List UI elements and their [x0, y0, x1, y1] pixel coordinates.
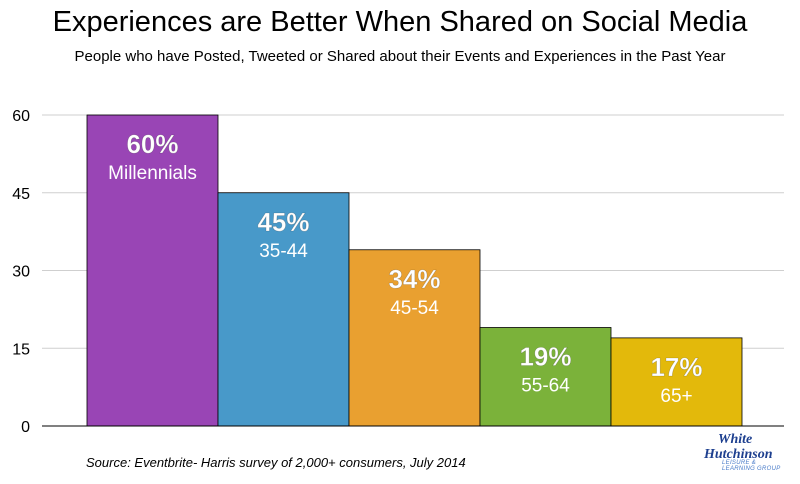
bar-45-54	[348, 249, 481, 427]
bar-category-label: 65+	[660, 386, 692, 407]
bars	[86, 114, 743, 427]
bar-value-label: 34%	[388, 264, 440, 294]
bar-Millennials	[86, 114, 219, 427]
logo-line-2: Hutchinson	[704, 447, 773, 462]
bar-55-64	[479, 327, 612, 427]
bar-category-label: 35-44	[259, 241, 308, 262]
bar-value-label: 19%	[519, 342, 571, 372]
logo-line-1: White	[718, 432, 753, 447]
chart-subtitle: People who have Posted, Tweeted or Share…	[74, 48, 726, 65]
bar-category-label: 45-54	[390, 298, 439, 319]
y-tick-label: 30	[12, 264, 30, 281]
bar-labels: 60% Millennials 45% 35-44 34% 45-54 19% 55-64 17…	[108, 129, 703, 407]
bar-value-label: 45%	[257, 207, 309, 237]
y-axis-ticks: 0 15 30 45 60	[12, 108, 30, 436]
bar-value-label: 60%	[126, 129, 178, 159]
y-tick-label: 15	[12, 341, 30, 358]
company-logo: White Hutchinson LEISURE & LEARNING GROU…	[704, 432, 790, 476]
bar-category-label: Millennials	[108, 163, 197, 184]
source-note: Source: Eventbrite- Harris survey of 2,0…	[86, 455, 466, 470]
y-tick-label: 45	[12, 186, 30, 203]
logo-line-3: LEISURE & LEARNING GROUP	[722, 460, 781, 472]
y-tick-label: 0	[21, 419, 30, 436]
y-tick-label: 60	[12, 108, 30, 125]
chart-title: Experiences are Better When Shared on So…	[52, 6, 748, 38]
bar-value-label: 17%	[650, 352, 702, 382]
bar-category-label: 55-64	[521, 376, 570, 397]
bar-35-44	[217, 192, 350, 427]
